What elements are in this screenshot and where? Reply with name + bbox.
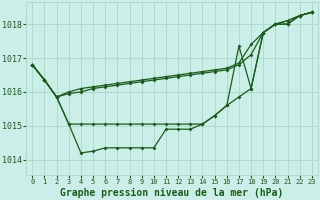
X-axis label: Graphe pression niveau de la mer (hPa): Graphe pression niveau de la mer (hPa) bbox=[60, 188, 284, 198]
